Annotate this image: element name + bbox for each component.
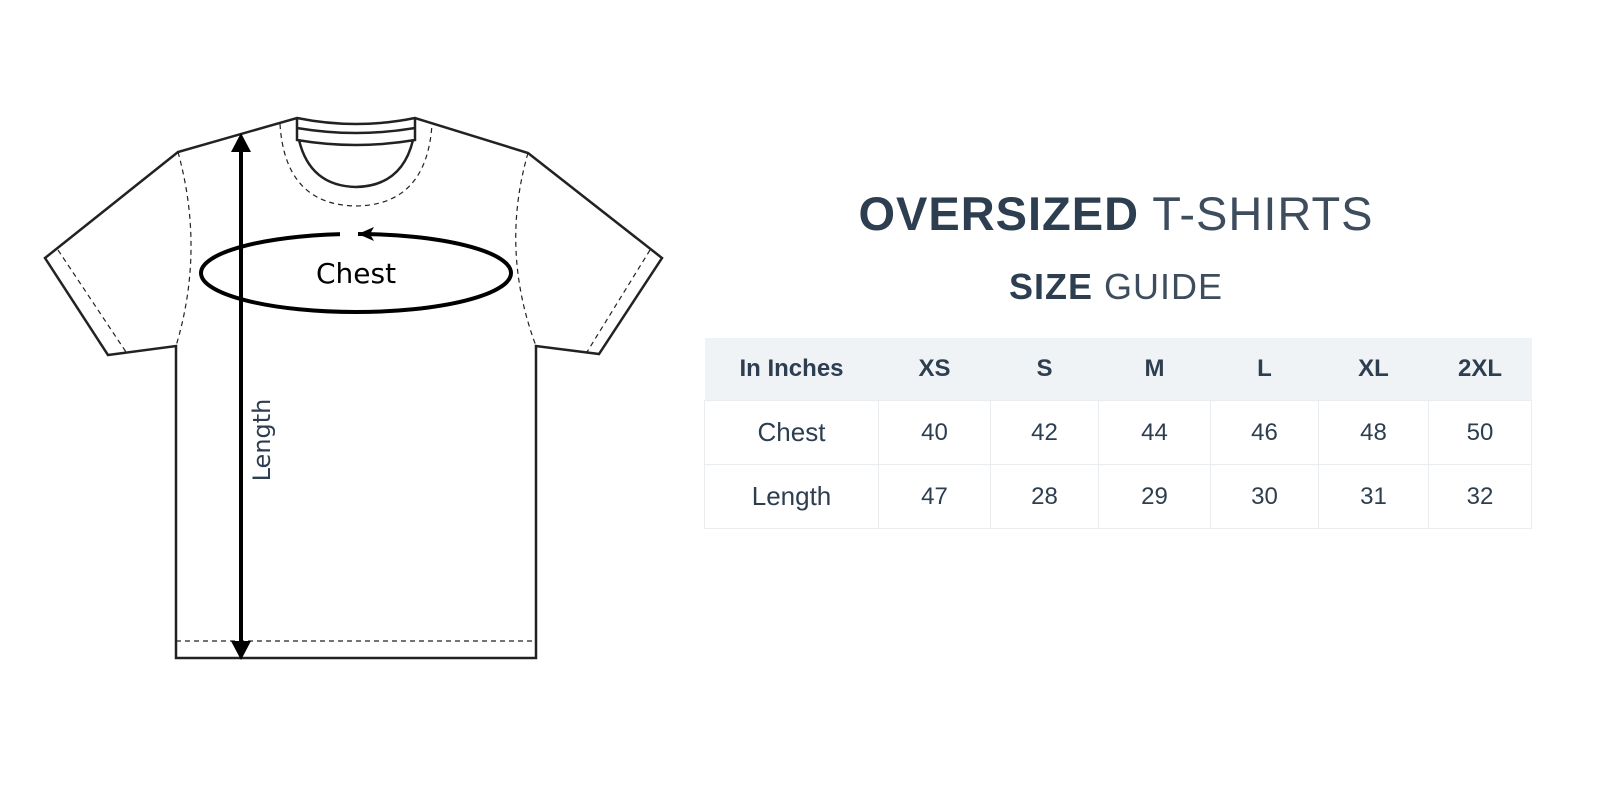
table-cell: 29 bbox=[1098, 464, 1211, 529]
table-cell: 47 bbox=[878, 464, 991, 529]
length-label: Length bbox=[248, 399, 276, 482]
table-cell: 46 bbox=[1210, 400, 1319, 465]
tshirt-diagram: Chest Length bbox=[43, 116, 664, 660]
page-subtitle: SIZE GUIDE bbox=[700, 266, 1532, 308]
table-cell: 31 bbox=[1318, 464, 1429, 529]
table-cell: 48 bbox=[1318, 400, 1429, 465]
chest-label: Chest bbox=[316, 257, 396, 290]
header-cell: L bbox=[1210, 338, 1319, 401]
table-cell: 44 bbox=[1098, 400, 1211, 465]
title-light: T-SHIRTS bbox=[1152, 187, 1374, 240]
subtitle-bold: SIZE bbox=[1008, 266, 1093, 307]
size-table: In Inches XS S M L XL 2XL Chest 40 42 44… bbox=[704, 338, 1532, 529]
arrow-up-icon bbox=[231, 133, 251, 152]
table-header-row: In Inches XS S M L XL 2XL bbox=[704, 338, 1532, 401]
table-cell: 28 bbox=[990, 464, 1099, 529]
header-cell: 2XL bbox=[1428, 338, 1532, 401]
arrow-down-icon bbox=[231, 641, 251, 660]
table-cell: 42 bbox=[990, 400, 1099, 465]
row-label: Length bbox=[704, 464, 879, 529]
header-cell: XL bbox=[1318, 338, 1429, 401]
header-cell: M bbox=[1098, 338, 1211, 401]
title-bold: OVERSIZED bbox=[858, 187, 1140, 240]
table-row: Chest 40 42 44 46 48 50 bbox=[704, 400, 1532, 465]
neckline bbox=[295, 118, 417, 189]
table-cell: 50 bbox=[1428, 400, 1532, 465]
table-cell: 40 bbox=[878, 400, 991, 465]
row-label: Chest bbox=[704, 400, 879, 465]
subtitle-light: GUIDE bbox=[1104, 266, 1224, 307]
table-row: Length 47 28 29 30 31 32 bbox=[704, 464, 1532, 529]
header-cell: XS bbox=[878, 338, 991, 401]
header-cell: In Inches bbox=[704, 338, 879, 401]
shirt-outline bbox=[43, 116, 664, 660]
table-cell: 32 bbox=[1428, 464, 1532, 529]
table-cell: 30 bbox=[1210, 464, 1319, 529]
chest-arrow-icon bbox=[358, 227, 374, 241]
header-cell: S bbox=[990, 338, 1099, 401]
page-title: OVERSIZED T-SHIRTS bbox=[700, 186, 1532, 241]
